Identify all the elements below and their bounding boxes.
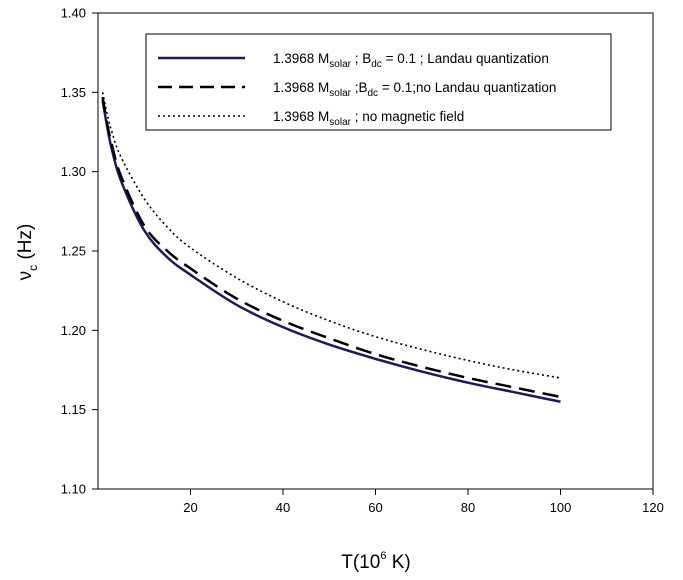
series-line-dotted	[101, 92, 561, 379]
legend-box	[145, 33, 612, 131]
x-tick-label: 20	[183, 500, 197, 515]
series-layer	[101, 92, 561, 403]
y-tick-label: 1.20	[61, 323, 86, 338]
y-tick-label: 1.25	[61, 244, 86, 259]
y-axis-title: νc (Hz)	[15, 224, 40, 281]
x-tick-label: 80	[461, 500, 475, 515]
y-tick-label: 1.40	[61, 6, 86, 21]
y-tick-label: 1.10	[61, 482, 86, 497]
x-tick-label: 40	[276, 500, 290, 515]
series-line-dashed	[101, 96, 561, 399]
series-line-solid	[101, 100, 561, 403]
x-tick-label: 120	[642, 500, 664, 515]
y-tick-label: 1.35	[61, 85, 86, 100]
y-tick-label: 1.15	[61, 402, 86, 417]
tick-layer: 20 40 60 80 100 120 1.10 1.15 1.20 1.25 1.30 1.35 1.…	[61, 6, 664, 516]
legend-entry-landau: 1.3968 Msolar ; Bdc = 0.1 ; Landau quant…	[273, 51, 549, 70]
x-tick-label: 60	[368, 500, 382, 515]
x-tick-label: 100	[550, 500, 572, 515]
legend-entry-no-landau: 1.3968 Msolar ;Bdc = 0.1;no Landau quant…	[273, 80, 556, 99]
x-axis-title: T(106 K)	[341, 550, 410, 573]
y-tick-label: 1.30	[61, 164, 86, 179]
legend: 1.3968 Msolar ; Bdc = 0.1 ; Landau quant…	[145, 33, 612, 131]
legend-entry-no-field: 1.3968 Msolar ; no magnetic field	[273, 109, 464, 128]
